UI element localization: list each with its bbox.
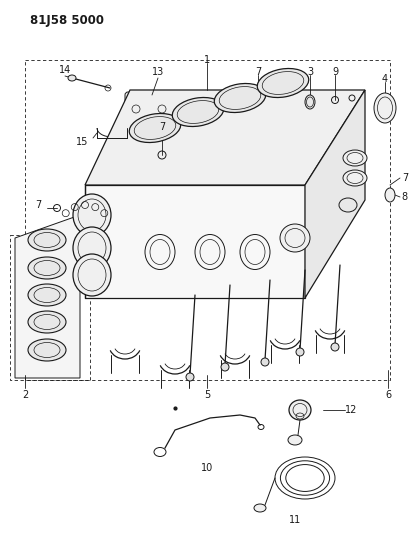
- Ellipse shape: [28, 311, 66, 333]
- Ellipse shape: [73, 227, 111, 269]
- Ellipse shape: [28, 339, 66, 361]
- Ellipse shape: [342, 170, 366, 186]
- Ellipse shape: [28, 284, 66, 306]
- Text: 9: 9: [331, 67, 337, 77]
- Text: 4: 4: [381, 74, 387, 84]
- Text: 10: 10: [200, 463, 213, 473]
- Text: 7: 7: [401, 173, 407, 183]
- Ellipse shape: [68, 75, 76, 81]
- Ellipse shape: [256, 69, 308, 98]
- Text: 11: 11: [288, 515, 300, 525]
- Ellipse shape: [279, 224, 309, 252]
- Polygon shape: [304, 90, 364, 298]
- Polygon shape: [85, 90, 364, 185]
- Ellipse shape: [373, 93, 395, 123]
- Ellipse shape: [73, 194, 111, 236]
- Text: 7: 7: [159, 122, 165, 132]
- Text: 81J58 5000: 81J58 5000: [30, 14, 104, 27]
- Ellipse shape: [28, 257, 66, 279]
- Ellipse shape: [330, 343, 338, 351]
- Ellipse shape: [342, 150, 366, 166]
- Text: 12: 12: [344, 405, 356, 415]
- Ellipse shape: [288, 400, 310, 420]
- Text: 2: 2: [22, 390, 28, 400]
- FancyBboxPatch shape: [125, 92, 173, 126]
- Ellipse shape: [214, 84, 265, 112]
- Text: 7: 7: [254, 67, 261, 77]
- Polygon shape: [85, 185, 304, 298]
- Ellipse shape: [28, 229, 66, 251]
- Text: 7: 7: [35, 200, 41, 210]
- Text: 1: 1: [204, 55, 209, 65]
- Ellipse shape: [287, 435, 301, 445]
- Ellipse shape: [172, 98, 223, 126]
- Ellipse shape: [295, 348, 303, 356]
- Text: 6: 6: [384, 390, 390, 400]
- Ellipse shape: [254, 504, 266, 512]
- Text: 14: 14: [59, 65, 71, 75]
- Text: 3: 3: [306, 67, 312, 77]
- Ellipse shape: [73, 254, 111, 296]
- Ellipse shape: [221, 363, 228, 371]
- Ellipse shape: [185, 373, 194, 381]
- Ellipse shape: [304, 95, 314, 109]
- Ellipse shape: [260, 358, 268, 366]
- Ellipse shape: [384, 188, 394, 202]
- Text: 5: 5: [203, 390, 210, 400]
- Text: 8: 8: [401, 192, 407, 202]
- Ellipse shape: [129, 114, 180, 142]
- Polygon shape: [15, 215, 80, 378]
- Text: 13: 13: [152, 67, 164, 77]
- Text: 15: 15: [76, 137, 88, 147]
